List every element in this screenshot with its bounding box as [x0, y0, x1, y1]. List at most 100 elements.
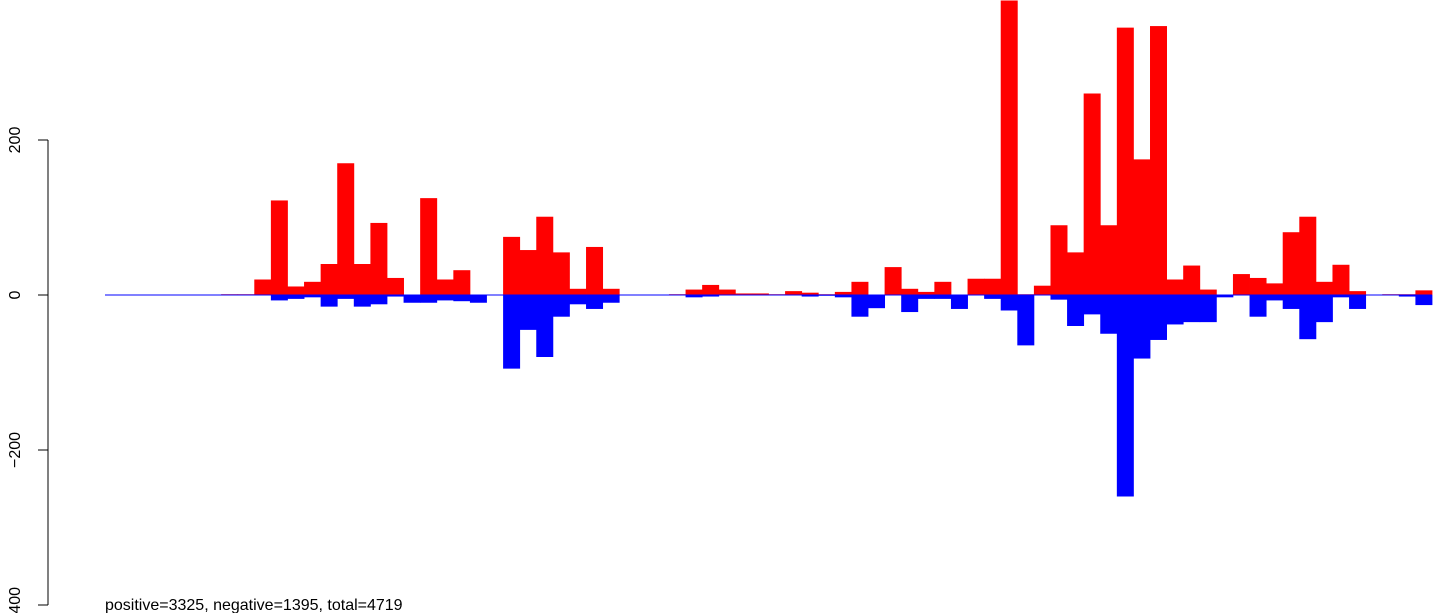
bar-negative — [1199, 295, 1217, 323]
bar-positive — [1083, 93, 1101, 295]
bar-positive — [1282, 232, 1300, 295]
bar-positive — [1199, 289, 1217, 295]
bar-positive — [1166, 279, 1184, 295]
bar-negative — [1266, 295, 1284, 301]
bar-negative — [453, 295, 471, 302]
bar-negative — [420, 295, 438, 303]
bar-negative — [1332, 295, 1350, 298]
bar-positive — [320, 264, 338, 295]
bar-positive — [304, 281, 322, 295]
bar-negative — [702, 295, 720, 297]
bar-negative — [304, 295, 322, 298]
bar-positive — [1315, 281, 1333, 295]
bar-negative — [984, 295, 1002, 299]
bar-negative — [1166, 295, 1184, 325]
bar-negative — [1299, 295, 1317, 340]
bar-positive — [1116, 27, 1134, 296]
bar-negative — [403, 295, 421, 303]
bar-negative — [1100, 295, 1118, 334]
bar-negative — [602, 295, 620, 303]
bar-negative — [1116, 295, 1134, 497]
bar-positive — [801, 292, 819, 296]
bar-negative — [1183, 295, 1201, 323]
bar-negative — [1349, 295, 1367, 309]
bar-negative — [1083, 295, 1101, 315]
bar-positive — [1266, 283, 1284, 296]
bar-positive — [1349, 291, 1367, 296]
bar-positive — [1332, 264, 1350, 295]
bar-positive — [785, 291, 803, 296]
y-tick-label: 200 — [7, 127, 24, 154]
bar-positive — [1000, 0, 1018, 295]
bar-negative — [851, 295, 869, 317]
bar-positive — [1183, 265, 1201, 295]
bar-negative — [503, 295, 521, 369]
bar-positive — [1232, 274, 1250, 295]
bar-negative — [519, 295, 537, 330]
bar-positive — [1150, 26, 1167, 295]
bar-negative — [901, 295, 919, 313]
bar-positive — [287, 286, 305, 296]
bar-positive — [702, 284, 720, 296]
bar-positive — [1299, 216, 1317, 295]
bar-positive — [586, 246, 604, 295]
bar-negative — [934, 295, 952, 299]
bar-negative — [1050, 295, 1068, 300]
bar-negative — [1133, 295, 1151, 359]
bar-positive — [519, 250, 537, 295]
bar-negative — [552, 295, 570, 317]
totals-annotation: positive=3325, negative=1395, total=4719 — [105, 597, 403, 613]
bar-negative — [917, 295, 935, 299]
bar-negative — [353, 295, 371, 307]
bar-negative — [569, 295, 587, 305]
bar-negative — [270, 295, 288, 301]
bar-negative — [1249, 295, 1267, 317]
bar-positive — [569, 288, 587, 295]
bar-positive — [254, 279, 272, 295]
bar-positive — [901, 288, 919, 295]
bar-positive — [337, 163, 355, 295]
bar-negative — [1017, 295, 1035, 346]
bar-positive — [718, 289, 736, 295]
y-tick-label: −200 — [7, 432, 24, 468]
bar-positive — [834, 291, 852, 295]
bar-negative — [287, 295, 305, 299]
bar-negative — [586, 295, 604, 309]
bar-positive — [1033, 285, 1051, 295]
bar-negative — [1000, 295, 1018, 311]
bar-positive — [370, 222, 388, 296]
bar-negative — [436, 295, 454, 301]
bar-negative — [801, 295, 819, 297]
bar-positive — [552, 252, 570, 296]
bar-positive — [1133, 159, 1151, 296]
bar-positive — [685, 289, 703, 295]
bar-negative — [1282, 295, 1300, 309]
bar-negative — [685, 295, 703, 298]
bar-negative — [370, 295, 388, 305]
y-axis: −400 −200 0 200 — [7, 127, 49, 613]
bar-positive — [851, 281, 869, 295]
bar-positive — [436, 279, 454, 295]
bar-positive — [420, 198, 438, 296]
bar-positive — [917, 291, 935, 295]
bar-positive — [270, 200, 288, 295]
bar-negative — [320, 295, 338, 307]
bar-positive — [1050, 225, 1068, 295]
bar-negative — [1150, 295, 1167, 340]
bar-positive — [602, 288, 620, 295]
bar-negative — [1067, 295, 1085, 326]
bar-negative — [950, 295, 968, 309]
bar-positive — [884, 267, 902, 295]
bar-negative — [868, 295, 886, 309]
bars — [221, 0, 1433, 497]
bar-positive — [453, 270, 471, 295]
bar-positive — [386, 277, 404, 295]
bar-positive — [967, 278, 985, 296]
bar-negative — [386, 295, 404, 297]
bar-negative — [536, 295, 554, 357]
bar-positive — [353, 264, 371, 295]
y-tick-label: 0 — [7, 290, 24, 299]
bar-negative — [1398, 295, 1416, 297]
bar-positive — [751, 293, 769, 295]
